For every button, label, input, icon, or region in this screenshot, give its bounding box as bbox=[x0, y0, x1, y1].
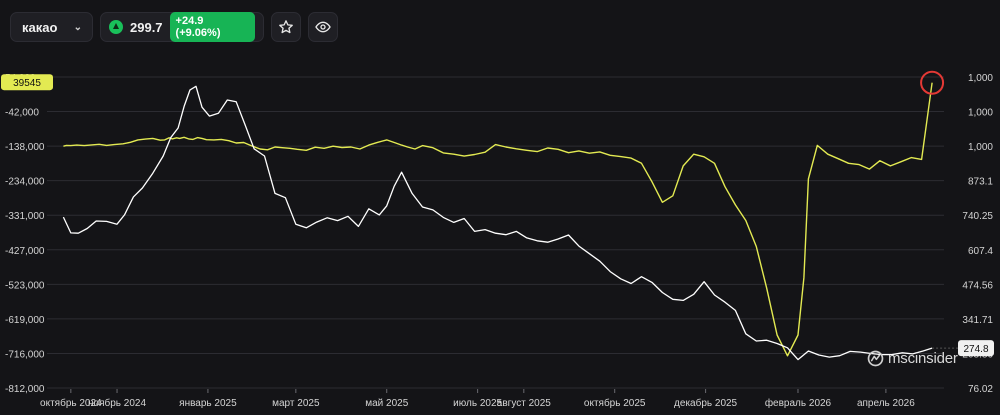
eye-icon bbox=[315, 21, 331, 33]
highlight-circle bbox=[920, 70, 945, 95]
x-axis-tick-label: декабрь 2025 bbox=[674, 397, 738, 409]
left-axis-tick-label: -427,000 bbox=[5, 246, 45, 257]
chevron-down-icon: ⌄ bbox=[73, 21, 82, 33]
right-axis-tick-label: 341.71 bbox=[962, 315, 993, 326]
left-axis-tick-label: -619,000 bbox=[5, 315, 45, 326]
x-axis-tick-label: июль 2025 bbox=[453, 398, 502, 409]
x-axis-tick-label: апрель 2026 bbox=[857, 398, 915, 409]
x-axis-tick-label: март 2025 bbox=[272, 398, 320, 409]
left-axis-tick-label: -138,000 bbox=[5, 142, 45, 153]
yellow-series-line bbox=[63, 82, 933, 357]
watermark: mscinsider bbox=[867, 350, 958, 367]
left-axis-ticks: 54,000-42,000-138,000-234,000-331,000-42… bbox=[5, 73, 45, 395]
left-current-value-label: 39545 bbox=[13, 78, 41, 89]
right-axis-tick-label: 1,000 bbox=[968, 142, 993, 153]
right-axis-tick-label: 76.02 bbox=[968, 384, 993, 395]
right-axis-tick-label: 740.25 bbox=[962, 211, 993, 222]
left-axis-tick-label: -331,000 bbox=[5, 211, 45, 222]
chart-toolbar: какао ⌄ 299.7 +24.9 (+9.06%) bbox=[10, 12, 338, 42]
right-axis-tick-label: 474.56 bbox=[962, 280, 993, 291]
left-axis-tick-label: -234,000 bbox=[5, 177, 45, 188]
x-axis-tick-label: январь 2025 bbox=[179, 398, 237, 409]
series-lines bbox=[62, 82, 933, 361]
watermark-text: mscinsider bbox=[888, 350, 958, 367]
chart-overlay: 39545 274.8 bbox=[1, 70, 994, 357]
x-axis-tick-label: февраль 2026 bbox=[765, 397, 832, 409]
visibility-button[interactable] bbox=[308, 12, 338, 42]
left-axis-tick-label: -523,000 bbox=[5, 280, 45, 291]
msc-logo-icon bbox=[867, 350, 884, 367]
favorite-button[interactable] bbox=[271, 12, 301, 42]
ticker-name: какао bbox=[22, 19, 58, 35]
left-axis-tick-label: -812,000 bbox=[5, 384, 45, 395]
x-axis-tick-label: октябрь 2024 bbox=[40, 397, 102, 409]
x-axis-tick-label: ноябрь 2024 bbox=[88, 397, 146, 409]
price-display: 299.7 +24.9 (+9.06%) bbox=[100, 12, 264, 42]
right-axis-tick-label: 1,000 bbox=[968, 108, 993, 119]
right-current-value-label: 274.8 bbox=[963, 344, 988, 355]
right-axis-tick-label: 873.1 bbox=[968, 177, 993, 188]
white-series-line bbox=[62, 85, 933, 361]
x-axis-tick-label: август 2025 bbox=[497, 398, 551, 409]
x-axis-tick-label: октябрь 2025 bbox=[584, 397, 646, 409]
right-axis-tick-label: 1,000 bbox=[968, 73, 993, 84]
triangle-up-icon bbox=[109, 20, 123, 34]
x-axis-tick-label: май 2025 bbox=[365, 398, 408, 409]
right-axis-tick-label: 607.4 bbox=[968, 246, 993, 257]
left-current-value-badge bbox=[1, 74, 53, 91]
left-axis-tick-label: -42,000 bbox=[5, 108, 39, 119]
ticker-select[interactable]: какао ⌄ bbox=[10, 12, 93, 42]
right-current-value-badge bbox=[958, 340, 994, 357]
grid-lines bbox=[47, 76, 944, 389]
star-icon bbox=[279, 20, 293, 34]
left-axis-tick-label: -716,000 bbox=[5, 349, 45, 360]
price-change-badge: +24.9 (+9.06%) bbox=[169, 12, 255, 42]
current-price: 299.7 bbox=[130, 19, 163, 35]
